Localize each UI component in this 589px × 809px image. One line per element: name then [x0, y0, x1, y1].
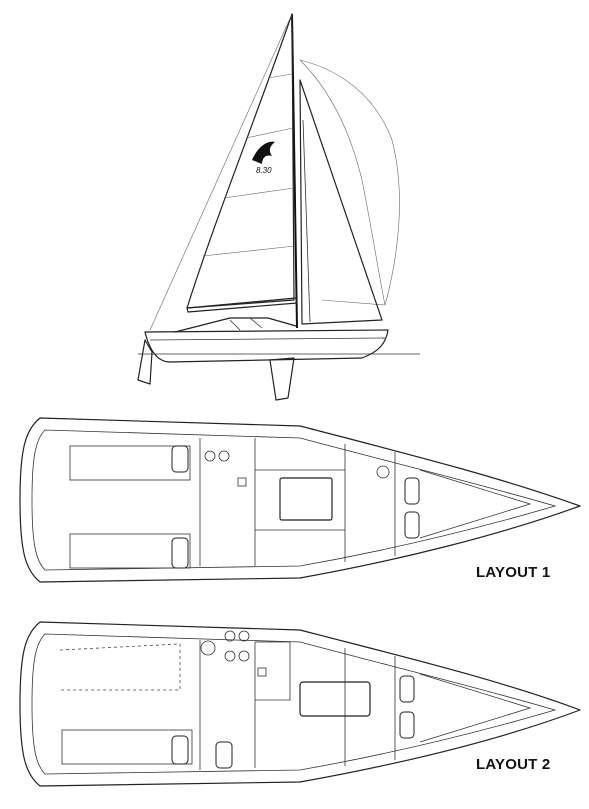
sink-1	[224, 630, 236, 642]
hatch-4	[404, 511, 420, 539]
v-berth	[419, 673, 532, 743]
deck-line	[31, 429, 557, 571]
bulkheads	[199, 438, 396, 566]
toilet	[200, 640, 216, 656]
deck-plan-layout-1	[19, 417, 581, 583]
stove	[257, 667, 267, 677]
cockpit	[229, 317, 263, 331]
deck-plan-layout-2	[19, 621, 581, 787]
settee-port	[69, 445, 191, 481]
hatch-3	[399, 675, 415, 703]
keel	[269, 357, 295, 401]
sink-1	[204, 450, 216, 462]
jib-inner	[302, 119, 311, 323]
cabin	[174, 317, 297, 333]
hull-outline	[19, 417, 581, 583]
layout-2-label: LAYOUT 2	[476, 756, 551, 773]
deck-line	[31, 633, 557, 775]
hatch-1	[171, 445, 189, 473]
sail-logo-icon	[252, 141, 275, 164]
hatch-2	[215, 741, 233, 769]
hatch-2	[171, 537, 189, 569]
spinnaker	[299, 59, 400, 306]
bulkheads	[199, 640, 396, 770]
layout-1-label: LAYOUT 1	[476, 564, 551, 581]
mainsail	[186, 13, 295, 309]
boom	[186, 297, 298, 313]
galley-counter	[255, 641, 291, 701]
hatch-4	[399, 711, 415, 739]
v-berth	[419, 469, 532, 539]
mainsail-battens	[202, 73, 296, 257]
settee-starboard	[61, 729, 193, 765]
sink-2	[218, 450, 230, 462]
rudder	[137, 339, 153, 385]
companionway	[255, 469, 345, 531]
settee-starboard	[69, 533, 191, 569]
saloon-table	[299, 681, 371, 717]
quarter-berth	[59, 643, 181, 691]
jib	[299, 79, 383, 325]
hatch-1	[171, 735, 189, 765]
stove	[237, 477, 247, 487]
hull	[144, 329, 389, 363]
backstay	[149, 13, 293, 331]
sink-3	[224, 650, 236, 662]
sink-2	[238, 630, 250, 642]
sink-4	[238, 650, 250, 662]
sail-plan: 8.30	[137, 13, 420, 401]
hull-outline	[19, 621, 581, 787]
toilet	[376, 465, 390, 479]
sail-marking: 8.30	[256, 166, 272, 175]
hatch-3	[404, 477, 420, 505]
sheer-line	[149, 337, 386, 341]
saloon-table	[279, 477, 333, 521]
